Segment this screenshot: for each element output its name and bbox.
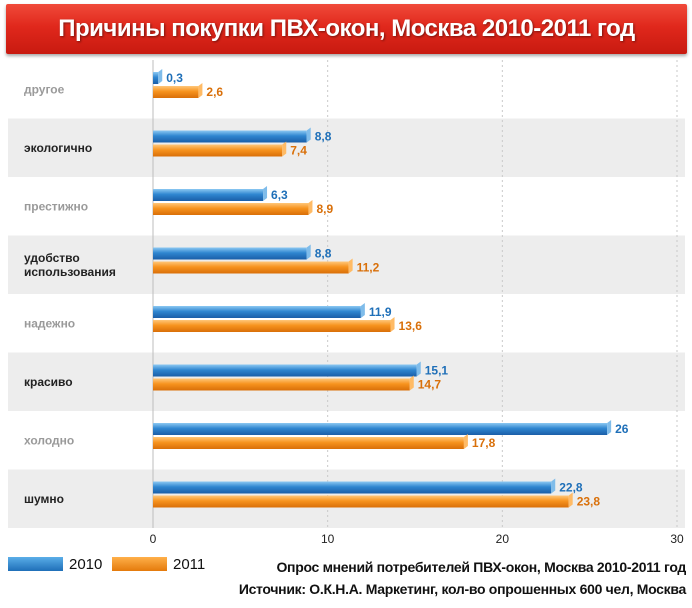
category-label: престижно [24,199,88,213]
bar-2011-cap [568,492,573,508]
survey-note: Опрос мнений потребителей ПВХ-окон, Моск… [276,559,686,575]
value-label-2010: 6,3 [271,188,288,202]
value-label-2011: 2,6 [206,85,223,99]
row-band [8,118,685,177]
bar-2011 [153,437,464,449]
bar-2010-cap [416,361,421,377]
value-label-2010: 8,8 [315,130,332,144]
bar-2011-cap [198,83,203,98]
bar-2010 [153,364,417,377]
category-label: использования [24,265,116,279]
bar-2010 [153,189,264,201]
bar-2011-cap [282,141,287,157]
x-tick-label: 30 [670,532,684,546]
x-tick-label: 20 [496,532,510,546]
value-label-2011: 23,8 [577,495,601,509]
bar-2010 [153,72,159,84]
value-label-2011: 8,9 [316,202,333,216]
bar-2010 [153,481,552,494]
category-label: другое [24,82,65,96]
value-label-2011: 14,7 [418,378,442,392]
legend-item-2011: 2011 [112,553,205,575]
bar-2011 [153,144,283,157]
bar-2010 [153,130,307,143]
x-tick-label: 10 [321,532,335,546]
value-label-2011: 11,2 [357,261,380,275]
bar-2011 [153,86,199,98]
value-label-2011: 7,4 [290,144,307,158]
bar-2011-cap [308,200,313,215]
category-label: удобство [24,251,80,265]
bar-2010-cap [607,420,612,435]
bar-2011-cap [463,434,468,449]
legend-label-2010: 2010 [69,555,103,573]
value-label-2010: 8,8 [315,247,332,261]
value-label-2011: 17,8 [472,436,496,450]
chart-title-bar: Причины покупки ПВХ-окон, Москва 2010-20… [6,4,687,54]
value-label-2010: 26 [615,422,629,436]
x-tick-label: 0 [150,532,157,546]
bar-2010-cap [306,244,311,260]
legend-item-2010: 2010 [8,553,102,575]
source-note: Источник: О.К.Н.А. Маркетинг, кол-во опр… [238,581,686,597]
value-label-2010: 0,3 [166,71,183,85]
bar-2010-cap [306,127,311,143]
value-label-2010: 15,1 [425,364,449,378]
bar-2010 [153,306,361,318]
category-label: экологично [24,141,92,155]
bar-2011 [153,261,349,274]
category-label: красиво [24,375,73,389]
value-label-2010: 22,8 [559,481,583,495]
bar-2011 [153,203,309,215]
value-label-2011: 13,6 [399,319,423,333]
bar-2011 [153,495,569,508]
bar-2011-cap [348,258,353,274]
bar-2010 [153,423,608,435]
legend-swatch-2010 [8,557,63,571]
category-label: надежно [24,316,75,330]
category-label: холодно [24,433,74,447]
legend-label-2011: 2011 [173,555,206,573]
bar-2011 [153,320,391,332]
legend-swatch-2011 [112,557,167,571]
bar-2010-cap [158,69,163,84]
value-label-2010: 11,9 [369,305,392,319]
bar-2010 [153,247,307,260]
bar-2011-cap [390,317,395,332]
bar-2010-cap [551,478,556,494]
bar-2010-cap [360,303,365,318]
bar-2011-cap [409,375,414,391]
bar-2010-cap [263,186,268,201]
chart-title: Причины покупки ПВХ-окон, Москва 2010-20… [58,15,635,42]
category-label: шумно [24,492,64,506]
bar-2011 [153,378,410,391]
